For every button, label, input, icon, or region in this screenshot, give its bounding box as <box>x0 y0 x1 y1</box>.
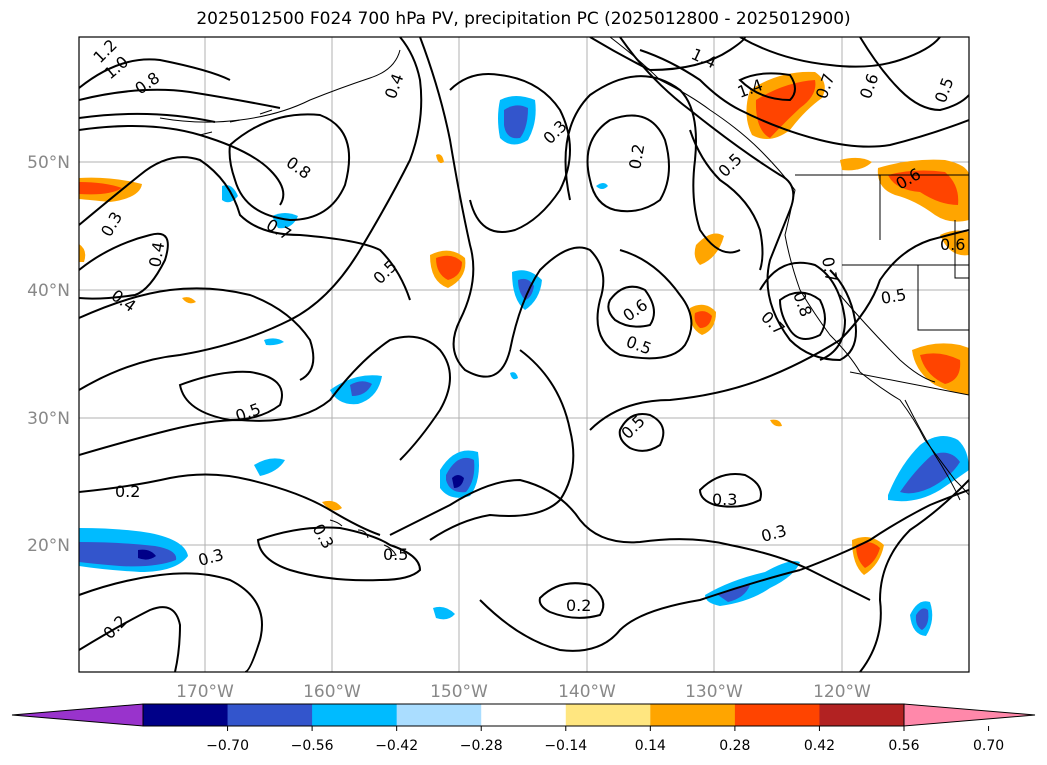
colorbar-tick-label: 0.28 <box>719 738 750 754</box>
colorbar-cell <box>481 704 567 726</box>
colorbar-min-extend <box>11 703 144 727</box>
colorbar: −0.70 −0.56 −0.42 −0.28 −0.14 0.14 0.28 0.42 0.5… <box>11 703 1036 754</box>
colorbar-cell <box>565 704 651 726</box>
contour-label: 0.6 <box>940 235 965 254</box>
colorbar-tick-label: 0.42 <box>804 738 835 754</box>
contour-label: 0.2 <box>625 142 648 170</box>
colorbar-cell <box>734 704 820 726</box>
colorbar-tick-label: 0.14 <box>635 738 666 754</box>
lon-label-160w: 160°W <box>303 682 361 702</box>
lon-label-120w: 120°W <box>813 682 871 702</box>
map-frame <box>78 36 970 673</box>
contour-label: 0.2 <box>566 596 591 615</box>
colorbar-tick-label: −0.14 <box>544 738 587 754</box>
chart-title: 2025012500 F024 700 hPa PV, precipitatio… <box>196 9 851 29</box>
lat-label-30n: 30°N <box>27 409 70 429</box>
colorbar-cells <box>143 704 905 726</box>
lon-label-130w: 130°W <box>685 682 743 702</box>
contour-label: 0.5 <box>879 285 907 308</box>
colorbar-tick-label: −0.28 <box>460 738 503 754</box>
contour-label: 0.2 <box>115 482 140 501</box>
colorbar-tick-label: 0.56 <box>888 738 919 754</box>
coastlines <box>159 37 969 557</box>
colorbar-cell <box>650 704 736 726</box>
lat-label-40n: 40°N <box>27 281 70 301</box>
colorbar-tick-label: −0.42 <box>375 738 418 754</box>
colorbar-tick-label: 0.70 <box>973 738 1004 754</box>
lon-label-140w: 140°W <box>558 682 616 702</box>
graticule <box>79 37 969 672</box>
contour-label: 0.7 <box>818 255 841 283</box>
lon-label-150w: 150°W <box>430 682 488 702</box>
colorbar-cell <box>227 704 313 726</box>
contour-label: 0.4 <box>145 240 168 268</box>
colorbar-tick-label: −0.70 <box>206 738 249 754</box>
colorbar-max-extend <box>903 703 1036 727</box>
colorbar-cell <box>312 704 398 726</box>
map-area <box>79 37 969 672</box>
colorbar-frame <box>142 703 905 727</box>
colorbar-ticks: −0.70 −0.56 −0.42 −0.28 −0.14 0.14 0.28 0.42 0.5… <box>206 726 1004 754</box>
latitude-labels: 50°N 40°N 30°N 20°N <box>27 153 70 556</box>
lat-label-20n: 20°N <box>27 536 70 556</box>
colorbar-cell <box>819 704 905 726</box>
colorbar-cell <box>143 704 229 726</box>
colorbar-tick-label: −0.56 <box>291 738 334 754</box>
contour-label: 0.5 <box>383 545 408 564</box>
lat-label-50n: 50°N <box>27 153 70 173</box>
longitude-labels: 170°W 160°W 150°W 140°W 130°W 120°W <box>176 682 871 702</box>
contour-label: 0.3 <box>712 490 737 509</box>
colorbar-cell <box>396 704 482 726</box>
pv-contours <box>79 37 969 672</box>
lon-label-170w: 170°W <box>176 682 234 702</box>
